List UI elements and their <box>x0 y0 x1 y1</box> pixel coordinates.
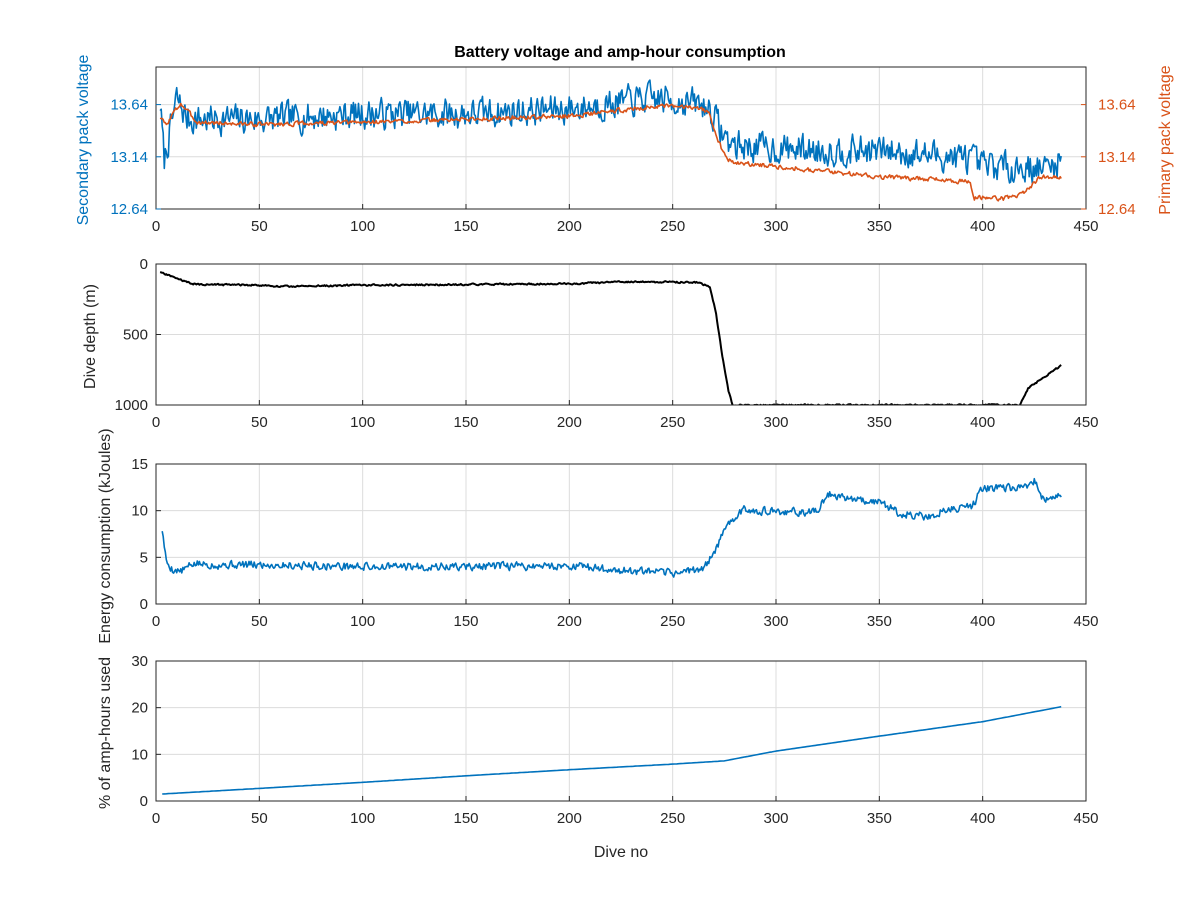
x-tick-label: 100 <box>350 414 375 431</box>
x-tick-label: 100 <box>350 810 375 827</box>
y-tick-label: 30 <box>131 653 148 670</box>
x-tick-label: 50 <box>251 810 268 827</box>
series-line-2 <box>159 102 1062 202</box>
plot-frame <box>155 66 1087 210</box>
x-tick-label: 0 <box>152 414 160 431</box>
x-tick-label: 250 <box>660 810 685 827</box>
y2-tick-label: 13.64 <box>1098 97 1136 114</box>
x-tick-label: 50 <box>251 613 268 630</box>
y2-tick-label: 12.64 <box>1098 201 1136 218</box>
x-tick-label: 450 <box>1073 218 1098 235</box>
x-tick-label: 450 <box>1073 613 1098 630</box>
y-tick-label: 15 <box>131 456 148 473</box>
x-tick-label: 400 <box>970 613 995 630</box>
y-tick-label: 500 <box>123 327 148 344</box>
y-tick-label: 20 <box>131 700 148 717</box>
chart-panel-1: 0 50 100 150 200 250 300 350 400 45012.6413.1413.… <box>75 55 1174 235</box>
x-tick-label: 350 <box>867 414 892 431</box>
x-tick-label: 250 <box>660 613 685 630</box>
y-tick-label: 12.64 <box>110 201 148 218</box>
chart-panel-4: 0 50 100 150 200 250 300 350 400 450 0 10 20 30 % of a… <box>97 653 1099 861</box>
x-tick-label: 450 <box>1073 810 1098 827</box>
x-tick-label: 0 <box>152 613 160 630</box>
plot-frame <box>155 463 1087 605</box>
x-tick-label: 450 <box>1073 414 1098 431</box>
x-tick-label: 400 <box>970 414 995 431</box>
y2-axis-label: Primary pack voltage <box>1157 65 1174 214</box>
series-line-1 <box>159 79 1062 184</box>
y-tick-label: 5 <box>140 549 148 566</box>
y-axis-label: Energy consumption (kJoules) <box>97 428 114 643</box>
y-axis-label: Secondary pack voltage <box>75 55 92 226</box>
figure-title: Battery voltage and amp-hour consumption <box>454 44 786 61</box>
series-line-1 <box>161 477 1062 578</box>
x-tick-label: 150 <box>453 218 478 235</box>
x-tick-label: 400 <box>970 810 995 827</box>
y2-tick-label: 13.14 <box>1098 149 1136 166</box>
y-tick-label: 13.14 <box>110 149 148 166</box>
x-tick-label: 150 <box>453 414 478 431</box>
y-axis-label: Dive depth (m) <box>82 284 99 389</box>
x-tick-label: 0 <box>152 810 160 827</box>
x-tick-label: 100 <box>350 613 375 630</box>
x-tick-label: 0 <box>152 218 160 235</box>
x-tick-label: 300 <box>763 613 788 630</box>
y-tick-label: 10 <box>131 746 148 763</box>
y-tick-label: 0 <box>140 256 148 273</box>
x-tick-label: 200 <box>557 613 582 630</box>
x-tick-label: 50 <box>251 218 268 235</box>
y-tick-label: 10 <box>131 503 148 520</box>
x-tick-label: 300 <box>763 218 788 235</box>
x-tick-label: 100 <box>350 218 375 235</box>
x-tick-label: 350 <box>867 810 892 827</box>
y-tick-label: 1000 <box>115 397 148 414</box>
series-line-1 <box>159 271 1062 405</box>
x-tick-label: 200 <box>557 810 582 827</box>
x-tick-label: 150 <box>453 613 478 630</box>
x-tick-label: 250 <box>660 218 685 235</box>
x-tick-label: 300 <box>763 414 788 431</box>
y-axis-label: % of amp-hours used <box>97 657 114 809</box>
chart-panel-3: 0 50 100 150 200 250 300 350 400 450 0 5 10 15 Energy … <box>97 428 1099 643</box>
x-tick-label: 350 <box>867 218 892 235</box>
x-tick-label: 50 <box>251 414 268 431</box>
x-tick-label: 200 <box>557 414 582 431</box>
x-tick-label: 150 <box>453 810 478 827</box>
x-tick-label: 250 <box>660 414 685 431</box>
y-tick-label: 0 <box>140 596 148 613</box>
x-tick-label: 400 <box>970 218 995 235</box>
x-tick-label: 200 <box>557 218 582 235</box>
y-tick-label: 0 <box>140 793 148 810</box>
series-line-1 <box>162 705 1062 795</box>
y-tick-label: 13.64 <box>110 97 148 114</box>
x-tick-label: 300 <box>763 810 788 827</box>
x-axis-label: Dive no <box>594 844 648 861</box>
x-tick-label: 350 <box>867 613 892 630</box>
chart-panel-2: 0 50 100 150 200 250 300 350 400 450 0 500 1000 Dive … <box>82 256 1099 431</box>
plot-frame <box>155 660 1087 802</box>
